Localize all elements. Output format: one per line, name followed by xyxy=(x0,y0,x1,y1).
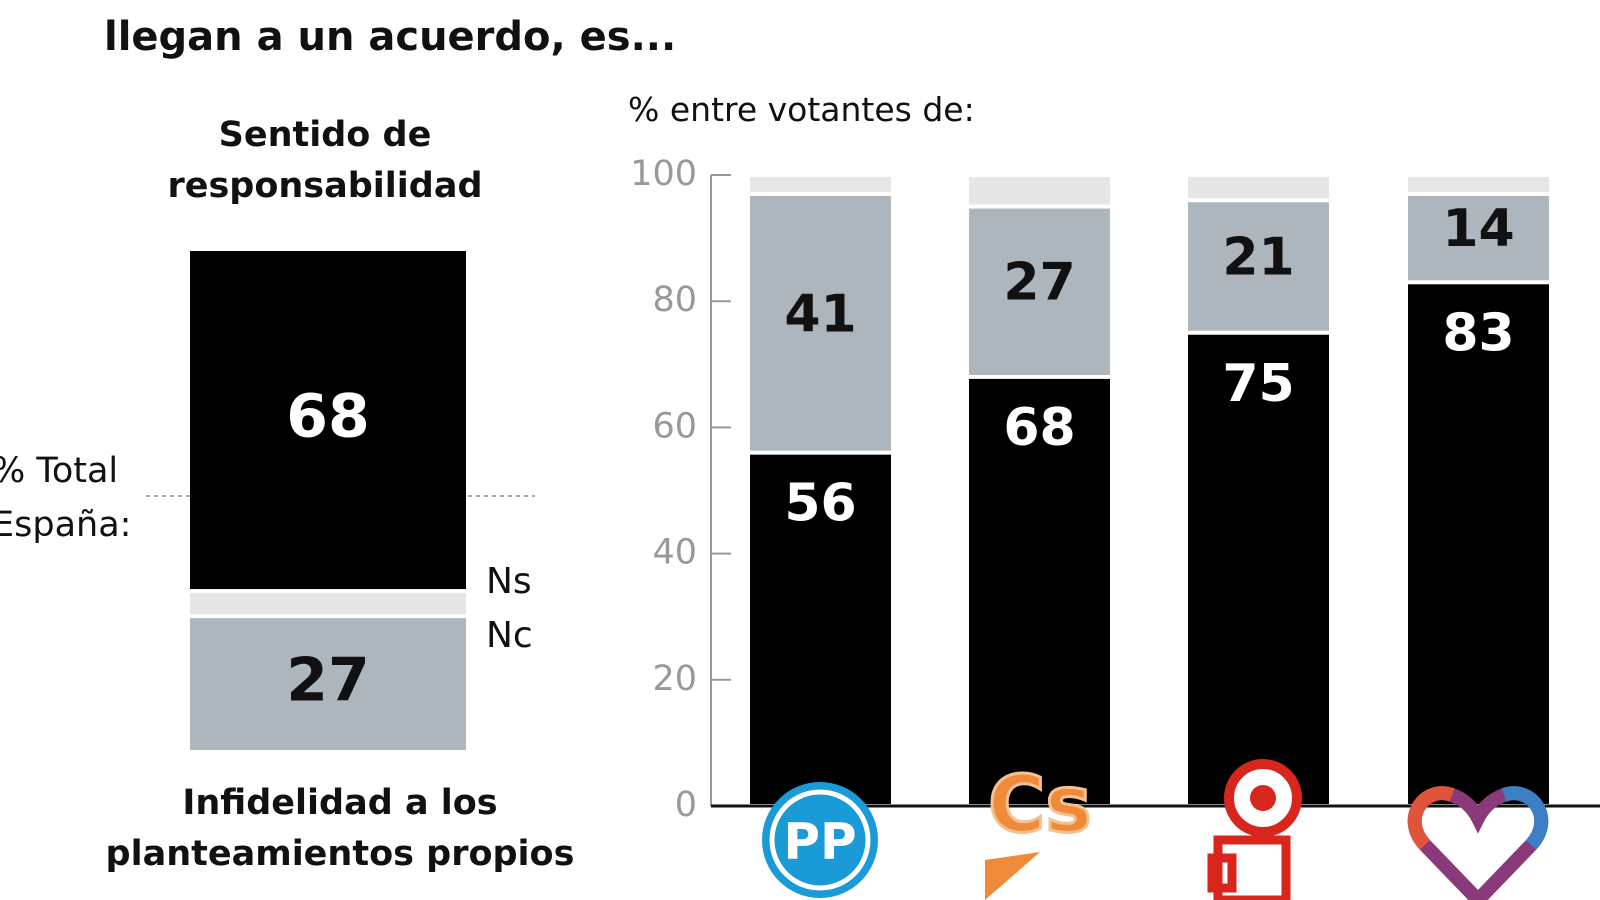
subtitle: % entre votantes de: xyxy=(628,90,975,129)
logo-pp xyxy=(762,782,878,898)
bar-segment xyxy=(1408,177,1549,192)
y-tick-label: 100 xyxy=(630,154,697,194)
bar-segment xyxy=(969,378,1110,804)
bar-segment xyxy=(750,177,891,192)
title: llegan a un acuerdo, es... xyxy=(104,14,677,60)
legend-ns: Ns Nc xyxy=(486,561,533,656)
legend-bottom: Infidelidad a los planteamientos propios xyxy=(105,783,575,874)
bar-segment xyxy=(750,195,891,451)
bar-segment xyxy=(1408,284,1549,804)
y-tick-label: 60 xyxy=(652,406,697,446)
value-label: 27 xyxy=(286,646,370,716)
value-label: 68 xyxy=(286,382,370,452)
logo-podemos-heart xyxy=(1407,786,1549,900)
y-tick-label: 20 xyxy=(652,659,697,699)
value-label: 14 xyxy=(1442,199,1514,259)
logo-podemos-heart-accent xyxy=(1501,786,1549,850)
value-label: 56 xyxy=(784,474,856,534)
value-label: 21 xyxy=(1222,227,1294,287)
logo-cs-text: Cs xyxy=(988,760,1092,850)
bar-segment xyxy=(750,454,891,804)
legend-top: Sentido de responsabilidad xyxy=(167,115,483,206)
bar-segment xyxy=(969,177,1110,205)
value-label: 83 xyxy=(1442,303,1514,363)
segment xyxy=(190,251,466,590)
logo-podemos-heart-accent xyxy=(1407,786,1455,850)
bar-segment xyxy=(1188,334,1329,804)
logo-cs-arrow xyxy=(985,852,1040,900)
logo-pp-ring xyxy=(769,789,871,891)
y-tick-label: 80 xyxy=(652,280,697,320)
bar-segment xyxy=(1188,202,1329,331)
value-label: 41 xyxy=(784,284,856,344)
y-tick-label: 0 xyxy=(675,785,697,825)
bar-segment xyxy=(1188,177,1329,199)
y-tick-label: 40 xyxy=(652,533,697,573)
value-label: 75 xyxy=(1222,354,1294,414)
segment xyxy=(190,593,466,615)
axis-label: % Total España: xyxy=(0,451,132,546)
bar-segment xyxy=(969,208,1110,375)
logo-psoe-fist xyxy=(1207,835,1291,900)
value-label: 27 xyxy=(1003,253,1075,313)
logo-pp-text: PP xyxy=(783,813,856,871)
value-label: 68 xyxy=(1003,398,1075,458)
logo-psoe-center xyxy=(1250,785,1276,811)
segment xyxy=(190,618,466,750)
bar-segment xyxy=(1408,195,1549,281)
